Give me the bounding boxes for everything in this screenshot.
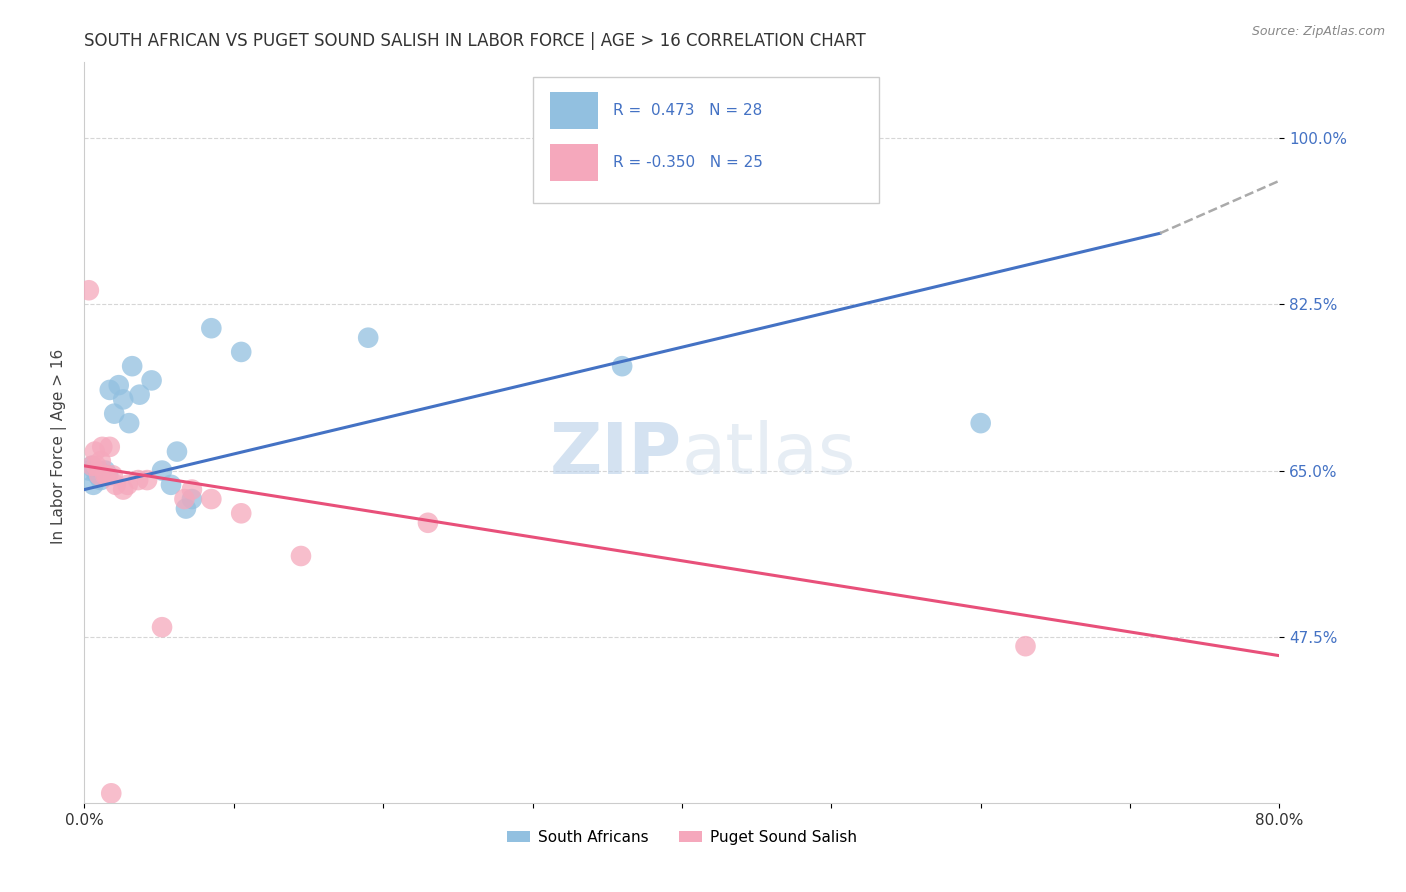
FancyBboxPatch shape <box>551 144 599 181</box>
Point <box>200 491 222 506</box>
Point <box>98 383 121 397</box>
Point <box>94 464 117 478</box>
Point <box>173 491 195 506</box>
Legend: South Africans, Puget Sound Salish: South Africans, Puget Sound Salish <box>501 823 863 851</box>
Point <box>98 440 121 454</box>
Point <box>83 464 105 478</box>
Point <box>89 464 111 478</box>
Point <box>1014 639 1036 653</box>
Point <box>181 483 204 497</box>
Point <box>141 373 163 387</box>
Point <box>80 458 103 473</box>
Text: R =  0.473   N = 28: R = 0.473 N = 28 <box>613 103 762 118</box>
Point <box>970 416 993 430</box>
Point <box>181 491 204 506</box>
Point <box>117 478 139 492</box>
Point <box>200 321 222 335</box>
Point <box>166 444 188 458</box>
Text: R = -0.350   N = 25: R = -0.350 N = 25 <box>613 155 762 169</box>
Point <box>416 516 439 530</box>
FancyBboxPatch shape <box>551 92 599 129</box>
Point <box>90 473 112 487</box>
Text: Source: ZipAtlas.com: Source: ZipAtlas.com <box>1251 25 1385 38</box>
Point <box>91 440 114 454</box>
Text: SOUTH AFRICAN VS PUGET SOUND SALISH IN LABOR FORCE | AGE > 16 CORRELATION CHART: SOUTH AFRICAN VS PUGET SOUND SALISH IN L… <box>84 32 866 50</box>
Point <box>86 458 108 473</box>
Point <box>100 786 122 800</box>
Point <box>87 468 110 483</box>
Point <box>357 331 380 345</box>
Point <box>80 458 103 473</box>
Point <box>96 468 118 483</box>
Point <box>94 468 117 483</box>
Point <box>77 464 100 478</box>
Point <box>112 483 135 497</box>
Point <box>174 501 197 516</box>
Point <box>231 345 253 359</box>
Point <box>128 387 150 401</box>
FancyBboxPatch shape <box>533 78 879 203</box>
Point <box>90 454 112 468</box>
Point <box>121 359 143 374</box>
Point <box>101 468 124 483</box>
Point <box>150 464 173 478</box>
Point <box>118 416 141 430</box>
Point <box>231 506 253 520</box>
Point <box>91 468 114 483</box>
Point <box>103 407 125 421</box>
Point <box>612 359 634 374</box>
Point <box>97 468 120 483</box>
Point <box>104 478 127 492</box>
Text: ZIP: ZIP <box>550 420 682 490</box>
Text: In Labor Force | Age > 16: In Labor Force | Age > 16 <box>51 349 67 543</box>
Point <box>150 620 173 634</box>
Point <box>127 473 149 487</box>
Point <box>107 378 129 392</box>
Point <box>83 444 105 458</box>
Point <box>290 549 312 563</box>
Point <box>136 473 159 487</box>
Point <box>89 468 111 483</box>
Point <box>112 392 135 407</box>
Point <box>82 478 104 492</box>
Point <box>160 478 183 492</box>
Text: atlas: atlas <box>682 420 856 490</box>
Point <box>77 283 100 297</box>
